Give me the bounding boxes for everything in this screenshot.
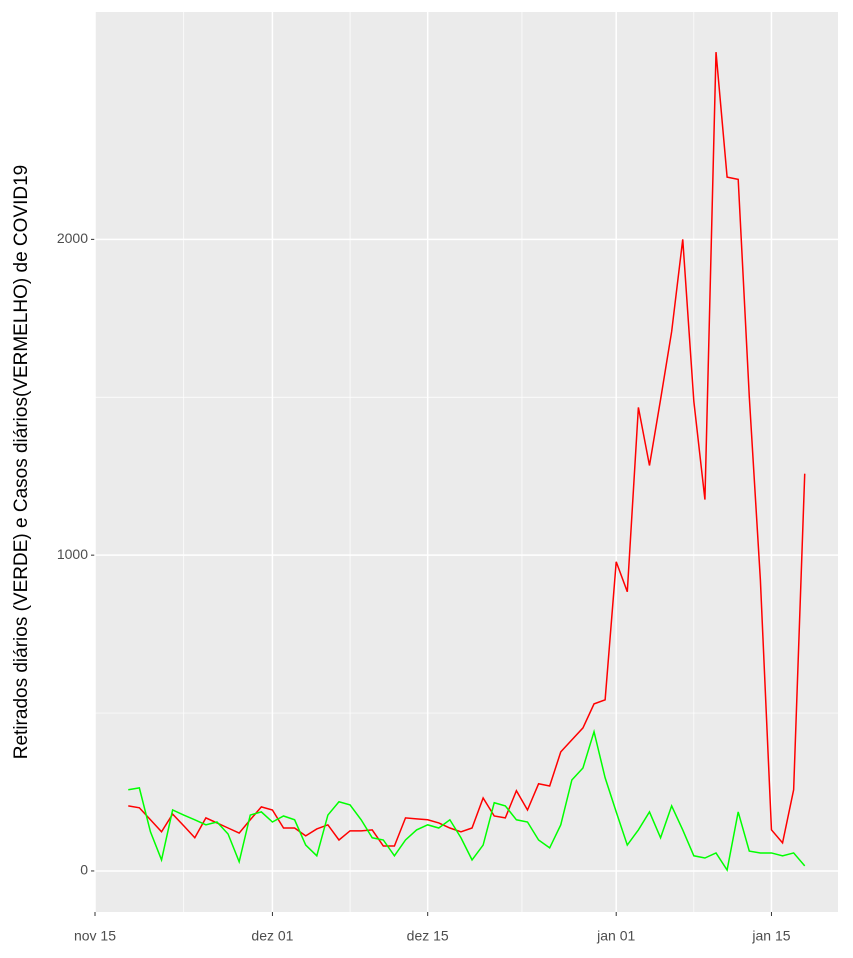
x-tick-label: dez 15 [407,928,449,944]
y-tick-label: 0 [80,862,88,878]
line [128,52,806,847]
panel [95,12,838,912]
y-tick-label: 1000 [57,546,88,562]
x-tick-label: nov 15 [74,928,116,944]
x-tick-label: jan 15 [751,928,790,944]
x-tick-label: jan 01 [596,928,635,944]
line [128,728,806,872]
y-axis-label: Retirados diários (VERDE) e Casos diário… [11,165,32,759]
y-tick-label: 2000 [57,230,88,246]
x-tick-label: dez 01 [251,928,293,944]
